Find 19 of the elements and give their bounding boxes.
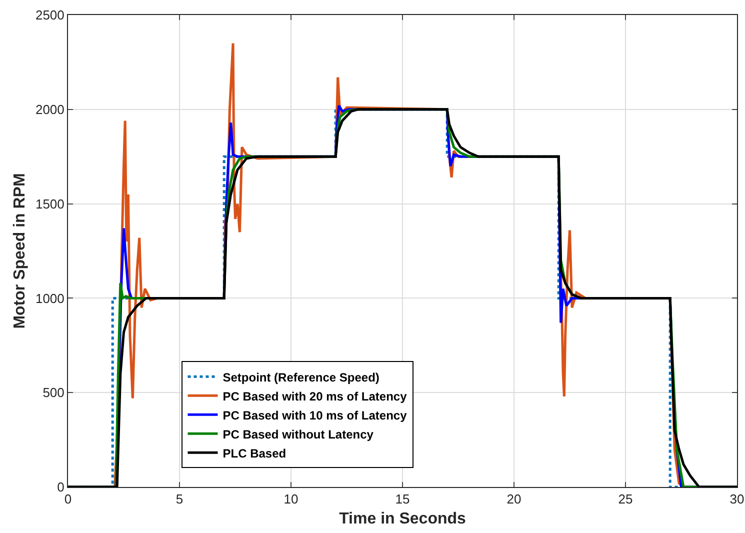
y-axis-title: Motor Speed in RPM — [11, 173, 28, 329]
x-tick-label: 15 — [395, 492, 410, 507]
legend-label: PC Based with 10 ms of Latency — [222, 408, 408, 422]
y-tick-label: 500 — [42, 385, 64, 400]
y-tick-label: 2500 — [35, 8, 64, 23]
x-axis-title: Time in Seconds — [339, 510, 466, 528]
legend-label: PLC Based — [222, 446, 286, 460]
y-tick-label: 2000 — [35, 102, 64, 117]
x-tick-label: 25 — [618, 492, 633, 507]
x-tick-label: 5 — [176, 492, 184, 507]
y-tick-label: 1000 — [35, 290, 64, 306]
x-tick-label: 10 — [284, 492, 298, 507]
x-tick-label: 30 — [730, 492, 744, 507]
legend-label: Setpoint (Reference Speed) — [222, 370, 380, 384]
x-tick-label: 20 — [506, 492, 522, 507]
legend-label: PC Based without Latency — [222, 427, 374, 442]
y-tick-label: 1500 — [35, 196, 64, 212]
y-tick-label: 0 — [57, 480, 64, 495]
legend-label: PC Based with 20 ms of Latency — [222, 389, 408, 404]
